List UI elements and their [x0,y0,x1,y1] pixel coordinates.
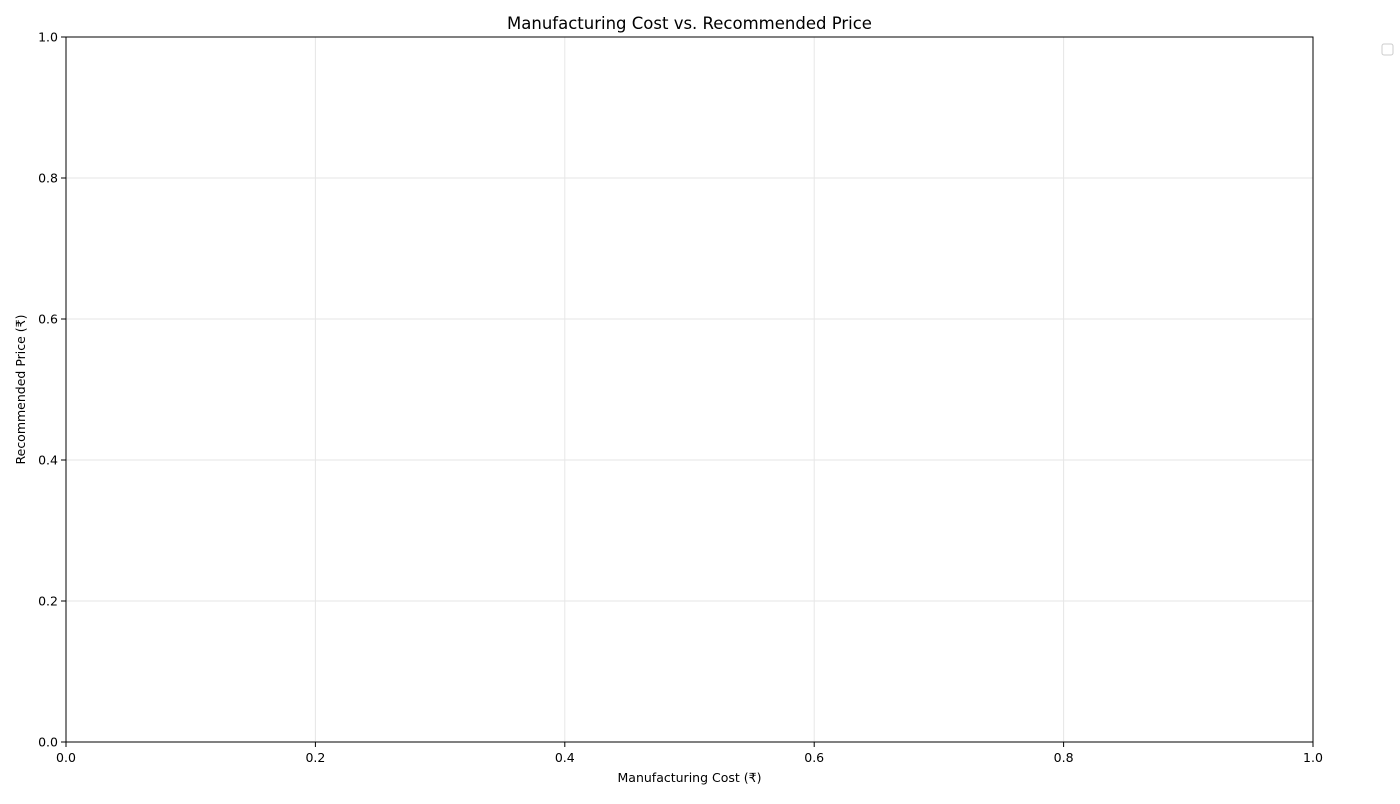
x-axis-ticks: 0.0 0.2 0.4 0.6 0.8 1.0 [56,742,1323,765]
y-tick-label: 0.6 [38,312,58,327]
x-axis-label: Manufacturing Cost (₹) [618,770,762,785]
y-tick-label: 0.8 [38,171,58,186]
plot-frame [65,36,1314,743]
x-tick-label: 0.4 [555,750,575,765]
y-tick-label: 0.4 [38,453,58,468]
x-tick-label: 1.0 [1303,750,1323,765]
chart-title: Manufacturing Cost vs. Recommended Price [507,14,872,33]
y-tick-label: 0.2 [38,594,58,609]
x-tick-label: 0.6 [804,750,824,765]
y-axis-ticks: 0.0 0.2 0.4 0.6 0.8 1.0 [38,30,66,750]
y-axis-label: Recommended Price (₹) [13,314,28,464]
x-tick-label: 0.2 [305,750,325,765]
y-tick-label: 0.0 [38,735,58,750]
legend-box [1381,43,1394,56]
x-tick-label: 0.0 [56,750,76,765]
grid-layer [65,36,1314,743]
x-tick-label: 0.8 [1054,750,1074,765]
legend [1381,43,1394,56]
y-tick-label: 1.0 [38,30,58,45]
